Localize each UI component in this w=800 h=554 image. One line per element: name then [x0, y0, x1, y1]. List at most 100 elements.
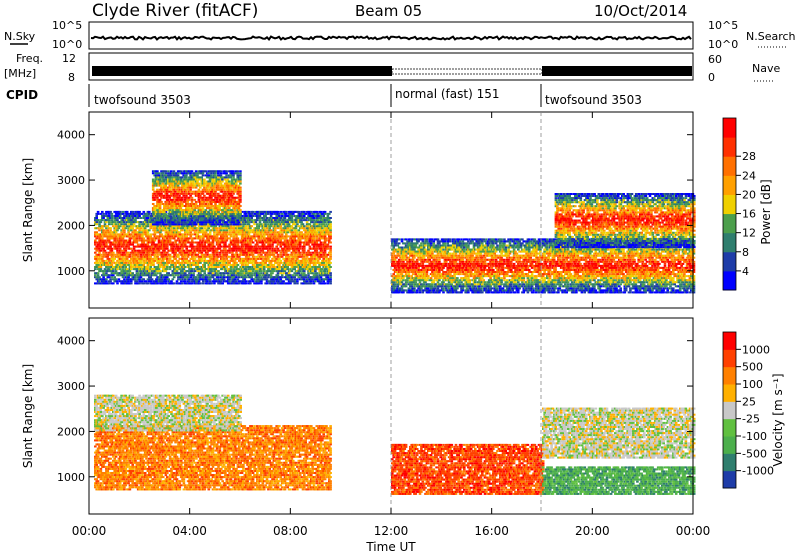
echo-cell	[135, 239, 139, 242]
echo-cell	[105, 233, 108, 236]
echo-cell	[314, 243, 317, 246]
echo-cell	[112, 231, 115, 234]
echo-cell	[233, 264, 237, 266]
echo-cell	[177, 245, 180, 248]
echo-cell	[310, 253, 313, 256]
echo-cell	[134, 257, 137, 260]
echo-cell	[258, 235, 262, 238]
echo-cell	[153, 239, 157, 242]
echo-cell	[149, 215, 152, 217]
echo-cell	[186, 261, 190, 264]
echo-cell	[172, 203, 176, 205]
echo-cell	[298, 233, 302, 236]
echo-cell	[123, 257, 126, 260]
echo-cell	[182, 274, 186, 277]
echo-cell	[113, 245, 116, 248]
echo-cell	[260, 280, 263, 283]
echo-cell	[225, 261, 229, 264]
echo-cell	[213, 237, 216, 240]
echo-cell	[159, 233, 162, 236]
echo-cell	[168, 172, 172, 175]
echo-cell	[287, 223, 291, 226]
echo-cell	[304, 231, 307, 234]
echo-cell	[232, 268, 235, 271]
echo-cell	[102, 212, 105, 215]
echo-cell	[95, 219, 98, 222]
echo-cell	[236, 264, 240, 266]
echo-cell	[268, 266, 271, 268]
echo-cell	[128, 225, 132, 228]
echo-cell	[96, 235, 100, 238]
echo-cell	[106, 266, 110, 268]
echo-cell	[285, 259, 288, 262]
echo-cell	[118, 225, 122, 228]
echo-cell	[117, 278, 121, 281]
echo-cell	[293, 243, 296, 246]
echo-cell	[287, 259, 291, 262]
echo-cell	[200, 274, 204, 277]
echo-cell	[103, 274, 107, 277]
echo-cell	[199, 259, 202, 262]
echo-cell	[325, 264, 328, 266]
echo-cell	[316, 253, 320, 256]
echo-cell	[239, 270, 242, 273]
echo-cell	[167, 180, 170, 183]
echo-cell	[224, 264, 227, 266]
echo-cell	[235, 239, 238, 242]
echo-cell	[232, 264, 235, 266]
echo-cell	[172, 231, 176, 234]
echo-cell	[292, 227, 295, 230]
echo-cell	[171, 241, 175, 244]
echo-cell	[116, 229, 119, 232]
echo-cell	[117, 212, 121, 215]
echo-cell	[204, 276, 208, 279]
echo-cell	[292, 261, 295, 264]
echo-cell	[117, 272, 121, 275]
echo-cell	[269, 237, 273, 240]
echo-cell	[94, 233, 97, 236]
echo-cell	[131, 227, 134, 230]
echo-cell	[166, 233, 169, 236]
echo-cell	[164, 241, 168, 244]
echo-cell	[250, 239, 253, 242]
echo-cell	[297, 212, 301, 215]
echo-cell	[244, 272, 248, 275]
echo-cell	[211, 245, 215, 248]
echo-cell	[166, 243, 169, 246]
echo-cell	[166, 264, 169, 266]
echo-cell	[132, 247, 136, 250]
echo-cell	[221, 264, 224, 266]
echo-cell	[187, 219, 191, 222]
echo-cell	[181, 209, 184, 212]
echo-cell	[258, 270, 262, 273]
echo-cell	[105, 280, 108, 283]
echo-cell	[276, 210, 280, 213]
echo-cell	[308, 276, 312, 279]
echo-cell	[285, 257, 288, 260]
echo-cell	[286, 227, 289, 230]
echo-cell	[303, 259, 306, 262]
echo-cell	[158, 182, 162, 185]
echo-cell	[256, 212, 259, 215]
echo-cell	[172, 237, 176, 240]
echo-cell	[208, 276, 212, 279]
echo-cell	[118, 268, 122, 271]
echo-cell	[222, 272, 226, 275]
echo-cell	[286, 282, 289, 285]
echo-cell	[118, 221, 122, 224]
echo-cell	[136, 276, 140, 279]
echo-cell	[226, 237, 230, 240]
echo-cell	[193, 172, 196, 175]
echo-cell	[314, 278, 317, 281]
echo-cell	[167, 282, 170, 285]
echo-cell	[157, 172, 161, 175]
echo-cell	[250, 268, 253, 271]
echo-cell	[95, 237, 98, 240]
echo-cell	[149, 249, 152, 252]
echo-cell	[250, 237, 253, 240]
echo-cell	[195, 278, 198, 281]
echo-cell	[123, 231, 126, 234]
echo-cell	[280, 233, 284, 236]
echo-cell	[182, 209, 185, 212]
echo-cell	[233, 245, 237, 248]
